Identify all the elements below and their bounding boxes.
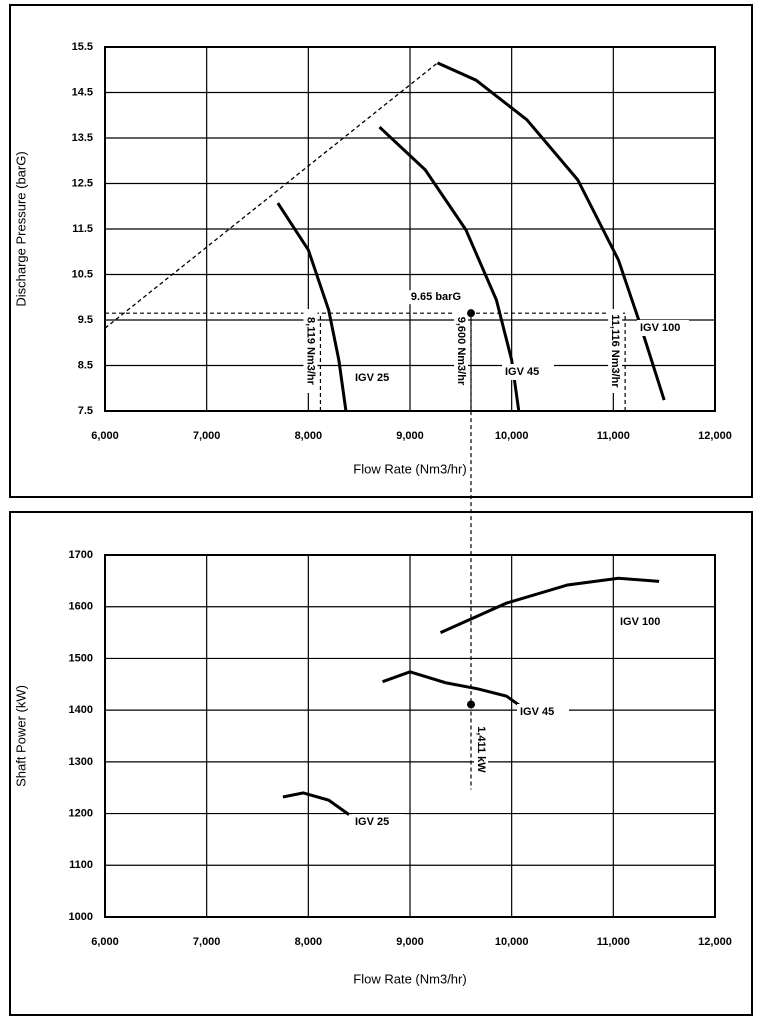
- power-label-bg: [474, 719, 488, 780]
- y-tick-label: 8.5: [78, 359, 93, 371]
- flow-label: 8,119 Nm3/hr: [305, 317, 317, 386]
- y-tick-label: 1500: [69, 652, 93, 664]
- x-tick-label: 11,000: [597, 936, 630, 948]
- flow-label-bg: [303, 309, 318, 393]
- y-tick-label: 1700: [69, 549, 93, 561]
- y-tick-label: 12.5: [72, 177, 93, 189]
- y-tick-label: 7.5: [78, 405, 93, 417]
- series-label: IGV 25: [355, 816, 389, 828]
- y-tick-label: 10.5: [72, 268, 93, 280]
- y-axis-label: Discharge Pressure (barG): [13, 151, 28, 306]
- series-label: IGV 25: [355, 372, 389, 384]
- series-label-bg: [617, 614, 669, 630]
- series-label-bg: [517, 704, 569, 720]
- x-tick-label: 9,000: [396, 430, 424, 442]
- series-line: [276, 202, 348, 412]
- series-line: [439, 576, 660, 634]
- y-tick-label: 14.5: [72, 86, 93, 98]
- pressure-label: 9.65 barG: [411, 291, 461, 303]
- x-tick-label: 10,000: [495, 936, 529, 948]
- x-tick-label: 7,000: [193, 430, 221, 442]
- x-axis-label: Flow Rate (Nm3/hr): [353, 461, 466, 476]
- series-label: IGV 100: [620, 616, 660, 628]
- y-tick-label: 1400: [69, 704, 93, 716]
- y-tick-label: 9.5: [78, 314, 93, 326]
- flow-label: 11,116 Nm3/hr: [609, 314, 621, 388]
- x-tick-label: 12,000: [698, 430, 732, 442]
- x-tick-label: 10,000: [495, 430, 529, 442]
- x-tick-label: 7,000: [193, 936, 221, 948]
- x-tick-label: 11,000: [597, 430, 630, 442]
- y-tick-label: 1600: [69, 601, 93, 613]
- y-tick-label: 1100: [69, 859, 93, 871]
- x-tick-label: 8,000: [295, 430, 323, 442]
- series-line: [382, 670, 523, 709]
- series-label: IGV 100: [640, 322, 680, 334]
- power-label: 1,411 kW: [475, 726, 487, 773]
- y-tick-label: 1200: [69, 807, 93, 819]
- bottom-frame: [9, 511, 753, 1016]
- x-tick-label: 6,000: [91, 430, 119, 442]
- top-frame: [9, 4, 753, 498]
- x-tick-label: 12,000: [698, 936, 732, 948]
- series-label: IGV 45: [520, 706, 554, 718]
- x-tick-label: 6,000: [91, 936, 119, 948]
- y-axis-label: Shaft Power (kW): [13, 685, 28, 787]
- x-tick-label: 9,000: [396, 936, 424, 948]
- x-axis-label: Flow Rate (Nm3/hr): [353, 971, 466, 986]
- series-label-bg: [502, 364, 554, 380]
- series-label-bg: [352, 814, 404, 830]
- series-label-bg: [352, 370, 404, 386]
- flow-label: 9,600 Nm3/hr: [455, 317, 467, 386]
- series-label-bg: [637, 320, 689, 336]
- y-tick-label: 15.5: [72, 41, 93, 53]
- series-label: IGV 45: [505, 366, 539, 378]
- series-line: [282, 791, 350, 816]
- y-tick-label: 13.5: [72, 132, 93, 144]
- surge-line: [104, 62, 438, 329]
- y-tick-label: 11.5: [72, 223, 93, 235]
- y-tick-label: 1000: [69, 911, 93, 923]
- pressure-label-bg: [403, 290, 463, 305]
- y-tick-label: 1300: [69, 756, 93, 768]
- flow-label-bg: [608, 309, 623, 393]
- x-tick-label: 8,000: [295, 936, 323, 948]
- flow-label-bg: [454, 309, 468, 393]
